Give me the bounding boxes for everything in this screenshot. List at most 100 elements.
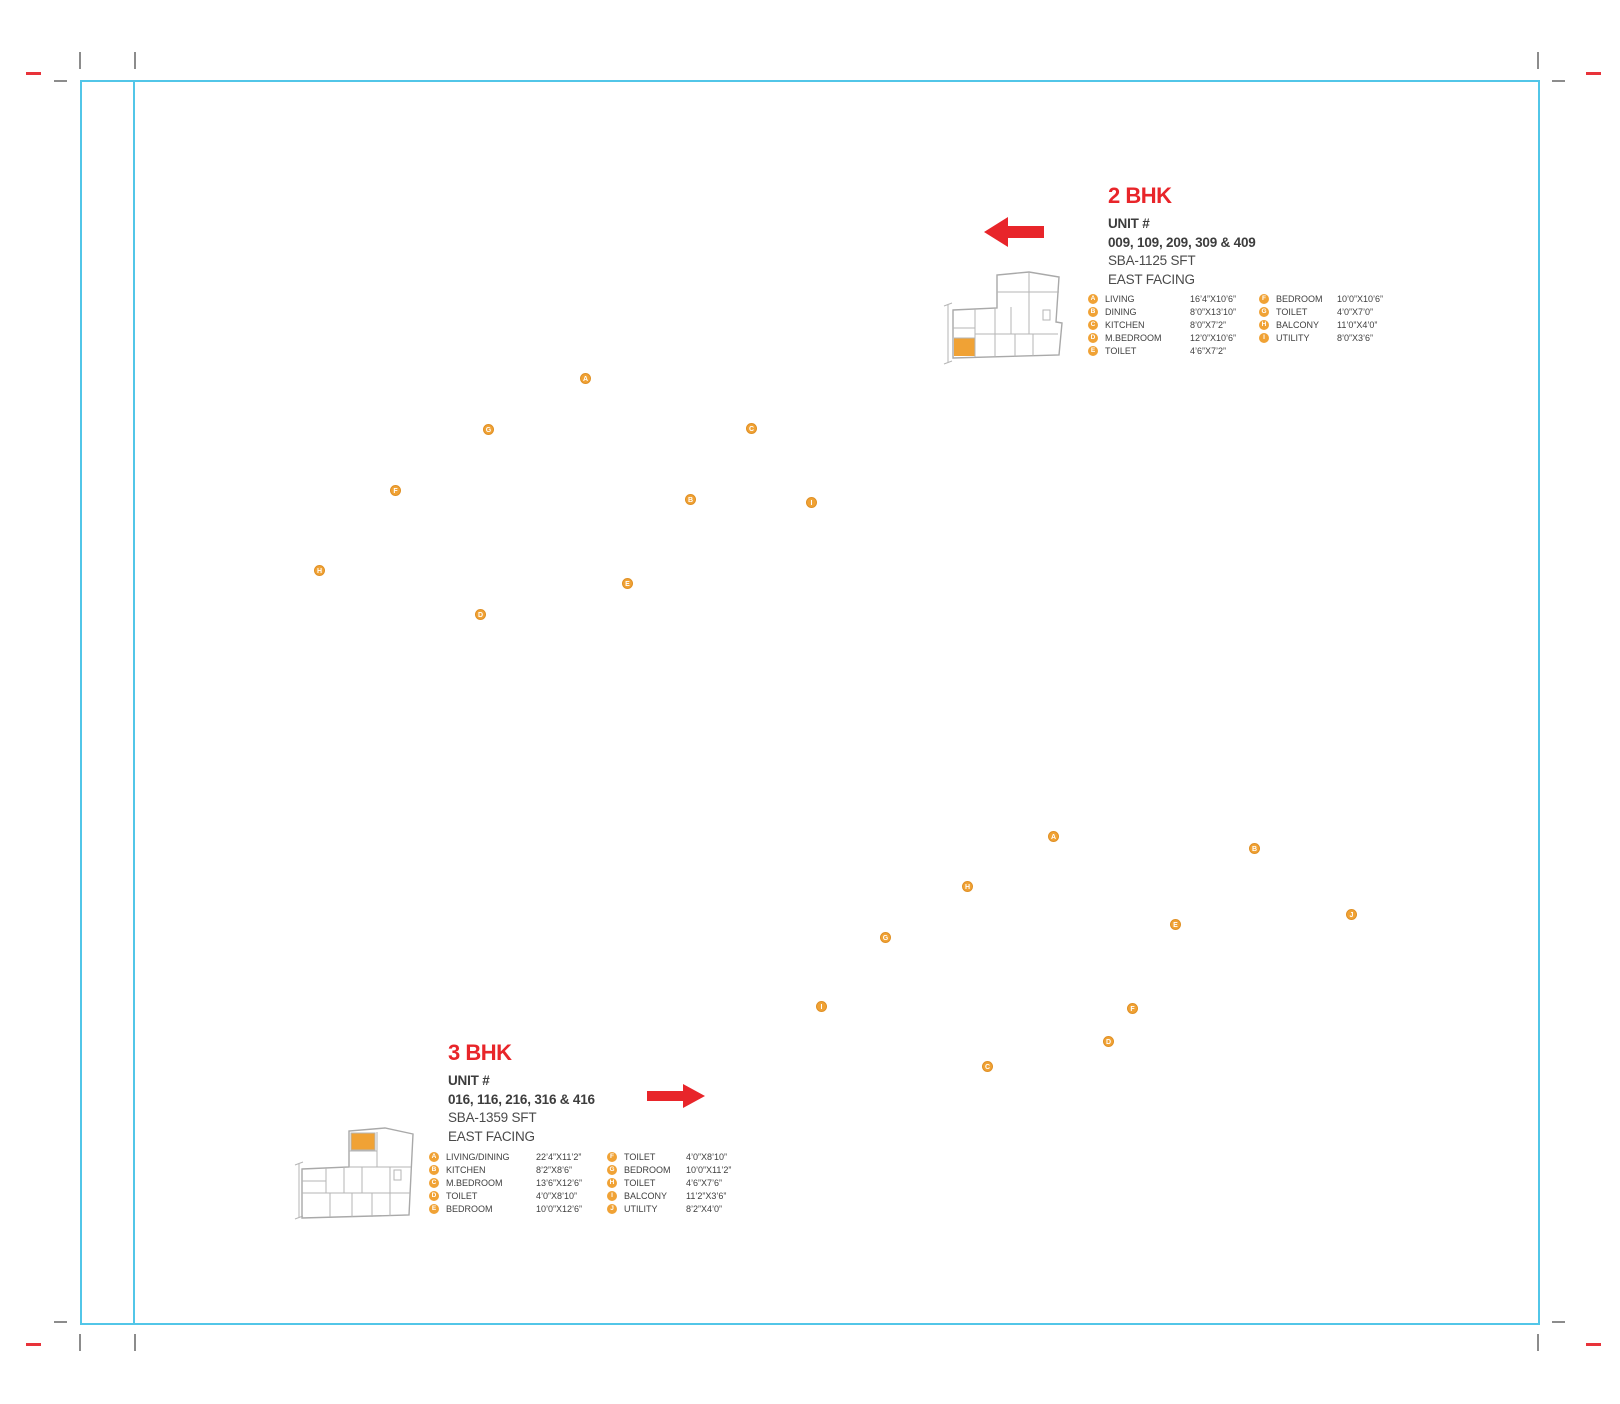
unit-number-label: UNIT # — [1108, 216, 1150, 231]
room-dimension: 4’6”X7’6” — [686, 1177, 723, 1188]
room-name: TOILET — [624, 1177, 656, 1188]
room-marker-a: A — [580, 373, 591, 384]
legend-row: D TOILET 4’0”X8’10” — [429, 1189, 582, 1202]
legend-row: C KITCHEN 8’0”X7’2” — [1088, 318, 1236, 331]
room-name: BEDROOM — [446, 1203, 493, 1214]
crop-mark — [79, 52, 81, 69]
crop-mark — [54, 1321, 67, 1323]
room-dimension: 8’2”X4’0” — [686, 1203, 723, 1214]
room-name: TOILET — [624, 1151, 656, 1162]
crop-mark — [1537, 52, 1539, 69]
room-dimension: 16’4”X10’6” — [1190, 293, 1237, 304]
room-name: TOILET — [446, 1190, 478, 1201]
room-marker-d: D — [1103, 1036, 1114, 1047]
room-key-badge: I — [1259, 332, 1269, 343]
room-key-badge: C — [1088, 319, 1098, 330]
room-marker-g: G — [483, 424, 494, 435]
legend-row: H BALCONY 11’0”X4’0” — [1259, 318, 1383, 331]
room-marker-b: B — [1249, 843, 1260, 854]
room-key-badge: G — [1259, 306, 1269, 317]
legend-row: E BEDROOM 10’0”X12’6” — [429, 1202, 582, 1215]
legend-column: A LIVING 16’4”X10’6” B DINING 8’0”X13’10” C KIT… — [1088, 292, 1236, 357]
crop-mark — [54, 80, 67, 82]
room-marker-c: C — [746, 423, 757, 434]
room-key-badge: J — [607, 1203, 617, 1214]
unit-info-2bhk: 2 BHK UNIT # 009, 109, 209, 309 & 409 SB… — [1108, 184, 1568, 289]
legend-row: A LIVING 16’4”X10’6” — [1088, 292, 1236, 305]
room-key-badge: E — [1088, 345, 1098, 356]
room-key-badge: B — [1088, 306, 1098, 317]
room-key-badge: B — [429, 1164, 439, 1175]
spine-fold-line — [133, 80, 135, 1325]
crop-mark — [1552, 1321, 1565, 1323]
legend-column: F TOILET 4’0”X8’10” G BEDROOM 10’0”X11’2” H TOI… — [607, 1150, 731, 1215]
room-dimension: 4’0”X8’10” — [686, 1151, 728, 1162]
unit-numbers: 009, 109, 209, 309 & 409 — [1108, 234, 1256, 250]
room-name: BALCONY — [1276, 319, 1320, 330]
room-name: TOILET — [1276, 306, 1308, 317]
room-dimension: 4’0”X7’0” — [1337, 306, 1374, 317]
registration-mark — [1586, 1343, 1601, 1346]
room-marker-c: C — [982, 1061, 993, 1072]
room-key-badge: F — [1259, 293, 1269, 304]
room-legend-3bhk: A LIVING/DINING 22’4”X11’2” B KITCHEN 8’2”X8’… — [429, 1150, 869, 1220]
room-marker-h: H — [962, 881, 973, 892]
room-name: TOILET — [1105, 345, 1137, 356]
room-dimension: 11’0”X4’0” — [1337, 319, 1378, 330]
legend-row: E TOILET 4’6”X7’2” — [1088, 344, 1236, 357]
direction-arrow-left — [984, 217, 1044, 252]
unit-type-title: 3 BHK — [448, 1040, 512, 1065]
room-key-badge: H — [607, 1177, 617, 1188]
unit-info-3bhk: 3 BHK UNIT # 016, 116, 216, 316 & 416 SB… — [448, 1041, 908, 1146]
legend-row: F TOILET 4’0”X8’10” — [607, 1150, 731, 1163]
key-plan-3bhk — [286, 1120, 421, 1230]
legend-row: I UTILITY 8’0”X3’6” — [1259, 331, 1383, 344]
direction-arrow-right — [647, 1084, 705, 1113]
legend-row: G TOILET 4’0”X7’0” — [1259, 305, 1383, 318]
room-dimension: 8’0”X7’2” — [1190, 319, 1227, 330]
room-dimension: 11’2”X3’6” — [686, 1190, 727, 1201]
unit-facing: EAST FACING — [1108, 271, 1195, 287]
registration-mark — [26, 72, 41, 75]
legend-row: F BEDROOM 10’0”X10’6” — [1259, 292, 1383, 305]
room-name: UTILITY — [1276, 332, 1310, 343]
unit-area: SBA-1125 SFT — [1108, 253, 1196, 268]
room-marker-f: F — [1127, 1003, 1138, 1014]
room-marker-d: D — [475, 609, 486, 620]
room-dimension: 13’6”X12’6” — [536, 1177, 583, 1188]
legend-row: B DINING 8’0”X13’10” — [1088, 305, 1236, 318]
room-key-badge: H — [1259, 319, 1269, 330]
room-marker-a: A — [1048, 831, 1059, 842]
unit-area: SBA-1359 SFT — [448, 1110, 537, 1125]
highlighted-unit-room — [954, 338, 975, 356]
registration-mark — [26, 1343, 41, 1346]
room-key-badge: A — [1088, 293, 1098, 304]
crop-mark — [134, 52, 136, 69]
legend-column: A LIVING/DINING 22’4”X11’2” B KITCHEN 8’2”X8’… — [429, 1150, 582, 1215]
room-key-badge: D — [1088, 332, 1098, 343]
room-dimension: 4’6”X7’2” — [1190, 345, 1227, 356]
legend-row: A LIVING/DINING 22’4”X11’2” — [429, 1150, 582, 1163]
unit-numbers: 016, 116, 216, 316 & 416 — [448, 1091, 595, 1107]
room-name: M.BEDROOM — [1105, 332, 1162, 343]
legend-row: C M.BEDROOM 13’6”X12’6” — [429, 1176, 582, 1189]
unit-number-label: UNIT # — [448, 1073, 490, 1088]
room-name: UTILITY — [624, 1203, 658, 1214]
crop-mark — [79, 1334, 81, 1351]
legend-row: J UTILITY 8’2”X4’0” — [607, 1202, 731, 1215]
room-marker-e: E — [622, 578, 633, 589]
legend-row: I BALCONY 11’2”X3’6” — [607, 1189, 731, 1202]
unit-type-title: 2 BHK — [1108, 183, 1172, 208]
room-marker-g: G — [880, 932, 891, 943]
room-name: DINING — [1105, 306, 1137, 317]
room-dimension: 10’0”X12’6” — [536, 1203, 583, 1214]
crop-mark — [1537, 1334, 1539, 1351]
legend-row: D M.BEDROOM 12’0”X10’6” — [1088, 331, 1236, 344]
room-dimension: 8’2”X8’6” — [536, 1164, 573, 1175]
room-marker-f: F — [390, 485, 401, 496]
room-key-badge: G — [607, 1164, 617, 1175]
legend-row: B KITCHEN 8’2”X8’6” — [429, 1163, 582, 1176]
room-key-badge: I — [607, 1190, 617, 1201]
room-dimension: 12’0”X10’6” — [1190, 332, 1237, 343]
